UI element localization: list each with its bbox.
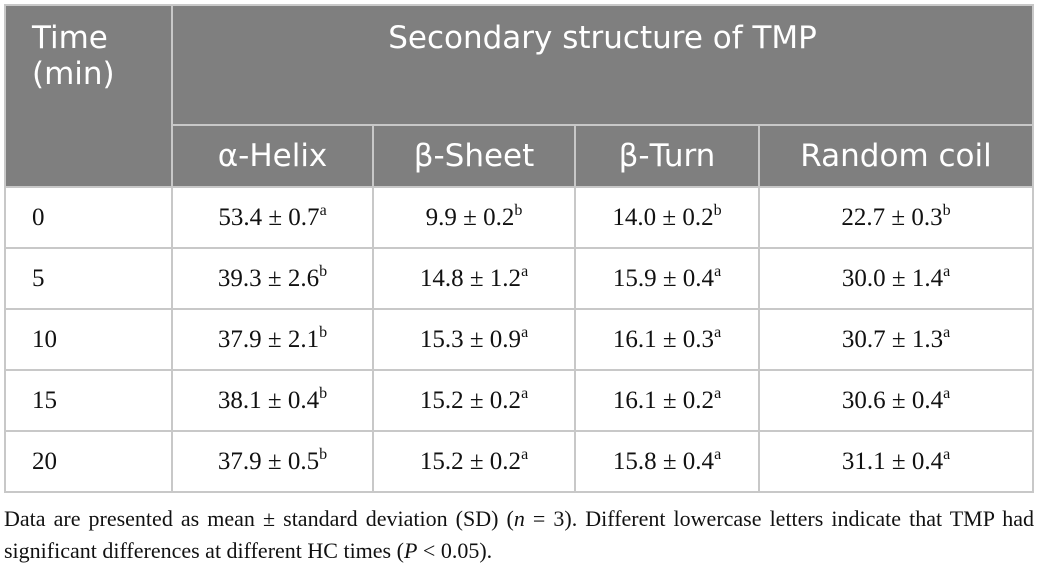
cell-value: 14.8 ± 1.2a <box>372 247 576 310</box>
cell-value: 30.0 ± 1.4a <box>757 247 1035 310</box>
cell-mean-sd: 9.9 ± 0.2 <box>425 203 515 231</box>
header-beta-sheet: β-Sheet <box>372 124 576 188</box>
table-body: 0 53.4 ± 0.7a 9.9 ± 0.2b 14.0 ± 0.2b 22.7 ± … <box>4 186 1035 493</box>
cell-mean-sd: 30.6 ± 0.4 <box>841 386 944 414</box>
cell-value: 9.9 ± 0.2b <box>372 186 576 249</box>
footnote-text-2: = 3). Different lowercase letters indica… <box>4 506 1035 563</box>
cell-value: 38.1 ± 0.4b <box>171 369 374 432</box>
cell-significance-letter: a <box>521 262 529 280</box>
cell-significance-letter: a <box>319 201 327 219</box>
cell-significance-letter: b <box>319 384 328 402</box>
cell-mean-sd: 15.3 ± 0.9 <box>419 325 522 353</box>
table-row: 15 38.1 ± 0.4b 15.2 ± 0.2a 16.1 ± 0.2a 30.6 … <box>4 369 1035 432</box>
cell-value: 22.7 ± 0.3b <box>757 186 1035 249</box>
cell-mean-sd: 14.0 ± 0.2 <box>612 203 714 231</box>
footnote-p-symbol: P <box>403 538 418 563</box>
cell-value: 15.2 ± 0.2a <box>372 369 576 432</box>
cell-significance-letter: a <box>521 445 529 463</box>
cell-significance-letter: b <box>713 201 722 219</box>
cell-significance-letter: a <box>943 384 951 402</box>
footnote-n-symbol: n <box>513 506 525 531</box>
cell-value: 30.6 ± 0.4a <box>757 369 1035 432</box>
cell-value: 15.8 ± 0.4a <box>574 430 760 493</box>
cell-mean-sd: 30.7 ± 1.3 <box>841 325 944 353</box>
cell-mean-sd: 37.9 ± 0.5 <box>217 447 320 475</box>
cell-value: 39.3 ± 2.6b <box>171 247 374 310</box>
cell-mean-sd: 14.8 ± 1.2 <box>419 264 522 292</box>
cell-significance-letter: a <box>943 262 951 280</box>
cell-significance-letter: a <box>714 262 722 280</box>
footnote-text-3: < 0.05). <box>417 538 493 563</box>
header-time: Time (min) <box>4 4 173 188</box>
header-beta-turn: β-Turn <box>574 124 760 188</box>
cell-value: 30.7 ± 1.3a <box>757 308 1035 371</box>
cell-mean-sd: 22.7 ± 0.3 <box>841 203 943 231</box>
cell-significance-letter: b <box>942 201 951 219</box>
cell-significance-letter: a <box>714 445 722 463</box>
cell-mean-sd: 15.2 ± 0.2 <box>419 386 522 414</box>
cell-value: 53.4 ± 0.7a <box>171 186 374 249</box>
cell-mean-sd: 39.3 ± 2.6 <box>217 264 320 292</box>
cell-significance-letter: a <box>521 323 529 341</box>
cell-value: 15.2 ± 0.2a <box>372 430 576 493</box>
cell-significance-letter: b <box>319 445 328 463</box>
cell-significance-letter: a <box>521 384 529 402</box>
cell-time: 0 <box>4 186 173 249</box>
cell-mean-sd: 31.1 ± 0.4 <box>841 447 944 475</box>
cell-mean-sd: 30.0 ± 1.4 <box>841 264 944 292</box>
cell-time: 10 <box>4 308 173 371</box>
cell-mean-sd: 53.4 ± 0.7 <box>218 203 320 231</box>
cell-mean-sd: 16.1 ± 0.2 <box>612 386 715 414</box>
cell-value: 14.0 ± 0.2b <box>574 186 760 249</box>
cell-value: 37.9 ± 0.5b <box>171 430 374 493</box>
table-footnote: Data are presented as mean ± standard de… <box>4 503 1034 567</box>
table-row: 0 53.4 ± 0.7a 9.9 ± 0.2b 14.0 ± 0.2b 22.7 ± … <box>4 186 1035 249</box>
cell-time: 15 <box>4 369 173 432</box>
cell-significance-letter: b <box>319 323 328 341</box>
cell-mean-sd: 38.1 ± 0.4 <box>217 386 320 414</box>
cell-significance-letter: a <box>943 445 951 463</box>
table-row: 10 37.9 ± 2.1b 15.3 ± 0.9a 16.1 ± 0.3a 30.7 … <box>4 308 1035 371</box>
cell-mean-sd: 16.1 ± 0.3 <box>612 325 715 353</box>
table-row: 5 39.3 ± 2.6b 14.8 ± 1.2a 15.9 ± 0.4a 30.0 ±… <box>4 247 1035 310</box>
cell-value: 15.3 ± 0.9a <box>372 308 576 371</box>
cell-significance-letter: a <box>943 323 951 341</box>
footnote-text-1: Data are presented as mean ± standard de… <box>4 506 514 531</box>
cell-mean-sd: 15.9 ± 0.4 <box>612 264 715 292</box>
cell-value: 16.1 ± 0.2a <box>574 369 760 432</box>
cell-significance-letter: b <box>319 262 328 280</box>
table-row: 20 37.9 ± 0.5b 15.2 ± 0.2a 15.8 ± 0.4a 31.1 … <box>4 430 1035 493</box>
header-secondary-structure: Secondary structure of TMP <box>170 4 1035 126</box>
cell-value: 16.1 ± 0.3a <box>574 308 760 371</box>
cell-mean-sd: 37.9 ± 2.1 <box>217 325 320 353</box>
cell-value: 15.9 ± 0.4a <box>574 247 760 310</box>
cell-significance-letter: a <box>714 384 722 402</box>
header-random-coil: Random coil <box>757 124 1035 188</box>
cell-mean-sd: 15.2 ± 0.2 <box>419 447 522 475</box>
cell-value: 31.1 ± 0.4a <box>757 430 1035 493</box>
cell-significance-letter: a <box>714 323 722 341</box>
secondary-structure-table: Time (min) Secondary structure of TMP α-… <box>4 4 1035 493</box>
cell-mean-sd: 15.8 ± 0.4 <box>612 447 715 475</box>
cell-significance-letter: b <box>514 201 523 219</box>
cell-value: 37.9 ± 2.1b <box>171 308 374 371</box>
cell-time: 20 <box>4 430 173 493</box>
header-alpha-helix: α-Helix <box>171 124 374 188</box>
cell-time: 5 <box>4 247 173 310</box>
